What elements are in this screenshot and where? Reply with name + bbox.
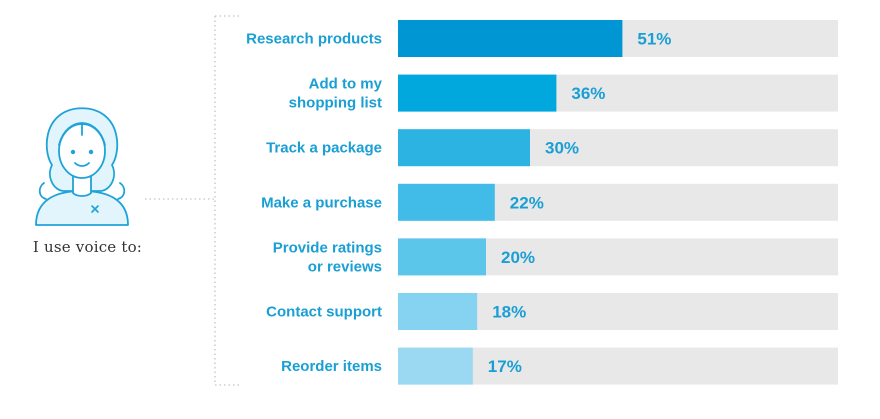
- category-label: Research products: [246, 31, 382, 48]
- category-label: Provide ratings or reviews: [273, 239, 382, 275]
- category-label: Add to my shopping list: [289, 76, 383, 112]
- bar: [398, 183, 495, 221]
- person-icon: [35, 107, 129, 226]
- bar-value-label: 17%: [488, 357, 522, 376]
- bar-value-label: 36%: [571, 84, 605, 103]
- bar: [398, 129, 530, 167]
- bar-value-label: 18%: [492, 303, 526, 322]
- category-label: Make a purchase: [261, 194, 382, 211]
- bar: [398, 20, 623, 57]
- category-label: Contact support: [266, 304, 382, 321]
- bar: [398, 347, 473, 385]
- bar: [398, 74, 557, 112]
- person-caption: I use voice to:: [32, 238, 143, 256]
- bar-value-label: 30%: [545, 139, 579, 158]
- category-label: Reorder items: [281, 358, 382, 375]
- bar-value-label: 20%: [501, 248, 535, 267]
- bar: [398, 293, 478, 330]
- bar-value-label: 22%: [510, 193, 544, 212]
- category-label: Track a package: [266, 140, 382, 157]
- bar-value-label: 51%: [637, 30, 671, 49]
- bar: [398, 238, 486, 276]
